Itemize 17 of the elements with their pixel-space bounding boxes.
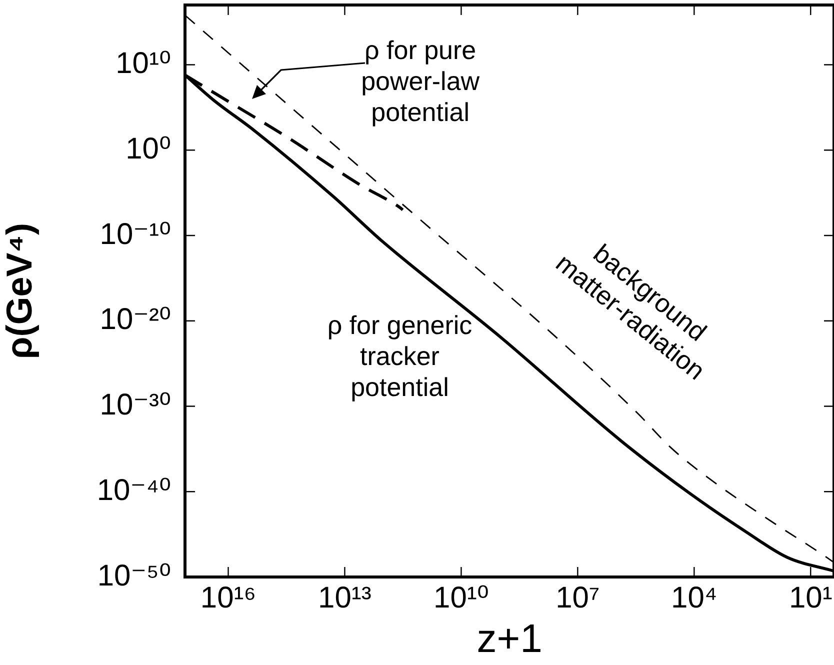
x-tick-label: 10¹ bbox=[788, 581, 832, 614]
y-tick-label: 10⁰ bbox=[126, 132, 171, 166]
annotation: ρ for generic tracker potential bbox=[327, 310, 472, 404]
y-tick-label: 10⁻¹⁰ bbox=[100, 218, 171, 251]
y-tick-label: 10⁻⁵⁰ bbox=[97, 559, 171, 592]
y-tick-label: 10⁻⁴⁰ bbox=[96, 474, 171, 507]
x-tick-label: 10¹⁰ bbox=[434, 581, 489, 614]
x-tick-label: 10⁷ bbox=[556, 581, 600, 614]
y-axis-title: ρ(GeV⁴) bbox=[0, 222, 40, 360]
y-tick-label: 10⁻²⁰ bbox=[100, 303, 171, 336]
x-axis-title: z+1 bbox=[476, 617, 542, 662]
annotation: ρ for pure power-law potential bbox=[361, 35, 480, 128]
x-tick-label: 10⁴ bbox=[671, 581, 718, 614]
x-tick-label: 10¹³ bbox=[318, 581, 372, 614]
x-tick-label: 10¹⁶ bbox=[200, 581, 256, 614]
y-tick-label: 10⁻³⁰ bbox=[100, 388, 171, 422]
y-tick-label: 10¹⁰ bbox=[116, 47, 171, 80]
